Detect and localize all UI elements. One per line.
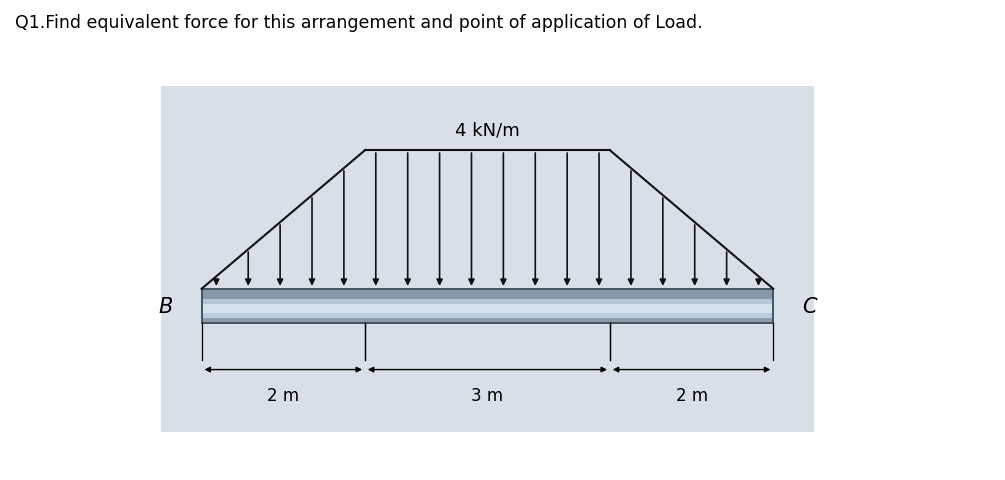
Polygon shape: [202, 294, 773, 297]
Polygon shape: [202, 309, 773, 312]
Polygon shape: [202, 316, 773, 319]
Text: 2 m: 2 m: [675, 386, 708, 404]
Polygon shape: [202, 306, 773, 309]
Text: C: C: [802, 297, 816, 316]
Polygon shape: [202, 299, 773, 301]
Text: 4 kN/m: 4 kN/m: [455, 121, 520, 139]
Polygon shape: [202, 301, 773, 304]
Text: 3 m: 3 m: [471, 386, 504, 404]
Polygon shape: [202, 292, 773, 294]
Polygon shape: [202, 297, 773, 299]
Polygon shape: [202, 314, 773, 316]
Polygon shape: [202, 321, 773, 324]
Polygon shape: [202, 319, 773, 321]
Text: B: B: [159, 297, 173, 316]
Text: Q1.Find equivalent force for this arrangement and point of application of Load.: Q1.Find equivalent force for this arrang…: [15, 14, 702, 32]
Polygon shape: [202, 289, 773, 292]
Polygon shape: [202, 312, 773, 314]
Polygon shape: [202, 304, 773, 306]
Text: 2 m: 2 m: [267, 386, 299, 404]
